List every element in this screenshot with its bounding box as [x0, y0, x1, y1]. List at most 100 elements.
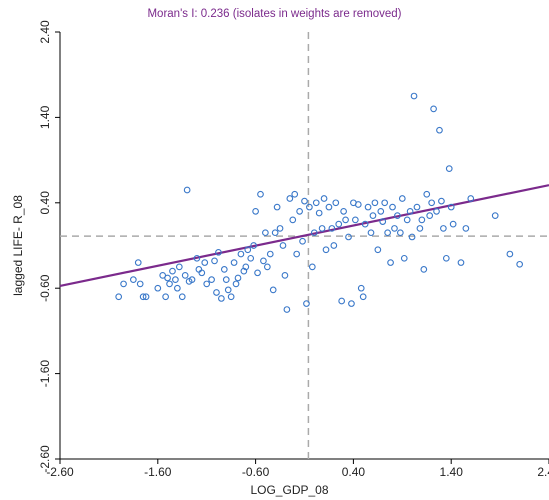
data-point	[230, 259, 238, 266]
data-point	[430, 105, 437, 113]
data-point	[120, 280, 127, 288]
data-point	[244, 246, 252, 254]
data-point	[352, 216, 359, 224]
data-point	[269, 286, 277, 294]
data-point	[387, 259, 394, 266]
data-point	[354, 201, 362, 208]
data-point	[254, 269, 261, 277]
data-point	[440, 225, 447, 232]
data-point	[332, 199, 340, 207]
data-point	[188, 276, 196, 284]
data-point	[211, 257, 218, 265]
data-point	[320, 195, 328, 202]
data-point	[257, 190, 264, 198]
regression-line	[59, 184, 549, 288]
data-point	[371, 199, 379, 207]
data-point	[213, 289, 220, 296]
data-point	[335, 220, 343, 228]
chart-title: Moran's I: 0.236 (isolates in weights ar…	[147, 8, 402, 20]
data-point	[178, 293, 186, 301]
data-point	[175, 263, 183, 271]
data-point	[374, 246, 382, 254]
data-point	[279, 242, 287, 249]
data-point	[203, 280, 211, 288]
data-point	[400, 254, 408, 262]
data-point	[222, 276, 230, 284]
y-tick-label: -0.60	[38, 274, 52, 302]
data-point	[338, 297, 346, 305]
data-point	[457, 259, 465, 266]
y-tick-label: 1.40	[38, 105, 52, 129]
data-point	[340, 207, 347, 215]
data-point	[162, 293, 169, 301]
data-point	[410, 92, 418, 100]
data-point	[361, 220, 369, 228]
data-point	[164, 274, 171, 282]
x-tick-label: 1.40	[440, 465, 464, 479]
x-tick-label: 0.40	[342, 465, 366, 479]
data-point	[166, 280, 173, 288]
data-point	[379, 218, 387, 225]
data-point	[396, 229, 404, 237]
data-point	[263, 263, 271, 271]
data-point	[516, 260, 524, 268]
data-point	[242, 263, 250, 271]
data-point	[391, 225, 398, 232]
data-point	[418, 216, 426, 224]
data-point	[377, 207, 385, 215]
data-point	[491, 212, 499, 219]
data-point	[296, 207, 303, 215]
data-point	[227, 293, 235, 301]
y-tick-label: 0.40	[38, 191, 52, 215]
data-point	[506, 250, 514, 258]
data-point	[413, 203, 421, 211]
data-point	[271, 229, 279, 237]
data-point	[299, 237, 306, 245]
data-point	[438, 197, 445, 205]
data-point	[181, 272, 189, 279]
data-point	[286, 195, 294, 202]
data-point	[252, 207, 259, 215]
data-point	[308, 263, 316, 271]
data-point	[345, 233, 352, 241]
data-point	[247, 254, 255, 262]
data-point	[218, 295, 225, 302]
data-point	[416, 225, 424, 232]
data-point	[364, 203, 372, 211]
data-point	[283, 306, 291, 313]
data-point	[420, 266, 428, 273]
data-point	[348, 300, 355, 307]
data-point	[315, 209, 323, 217]
data-point	[445, 165, 453, 172]
data-point	[224, 286, 232, 294]
data-point	[154, 284, 162, 292]
y-tick-label: 2.40	[38, 20, 52, 44]
data-point	[381, 199, 389, 207]
data-point	[281, 272, 289, 279]
data-point	[403, 216, 411, 224]
data-point	[322, 246, 330, 254]
data-point	[198, 269, 206, 277]
data-point	[136, 280, 144, 288]
data-point	[215, 248, 222, 256]
data-point	[142, 293, 150, 301]
data-point	[318, 225, 326, 232]
data-point	[357, 284, 365, 292]
x-tick-label: -0.60	[242, 465, 270, 479]
data-point	[293, 250, 301, 258]
x-tick-label: 2.40	[537, 465, 549, 479]
data-point	[433, 207, 440, 215]
y-tick-label: -1.60	[38, 360, 52, 388]
data-point	[289, 216, 297, 224]
data-point	[232, 280, 240, 288]
data-point	[449, 220, 457, 228]
data-point	[342, 216, 349, 224]
data-point	[291, 190, 299, 198]
data-point	[276, 225, 284, 232]
data-point	[447, 203, 455, 211]
data-point	[134, 259, 142, 266]
data-point	[234, 274, 242, 282]
data-point	[462, 225, 470, 232]
data-point	[310, 229, 318, 237]
